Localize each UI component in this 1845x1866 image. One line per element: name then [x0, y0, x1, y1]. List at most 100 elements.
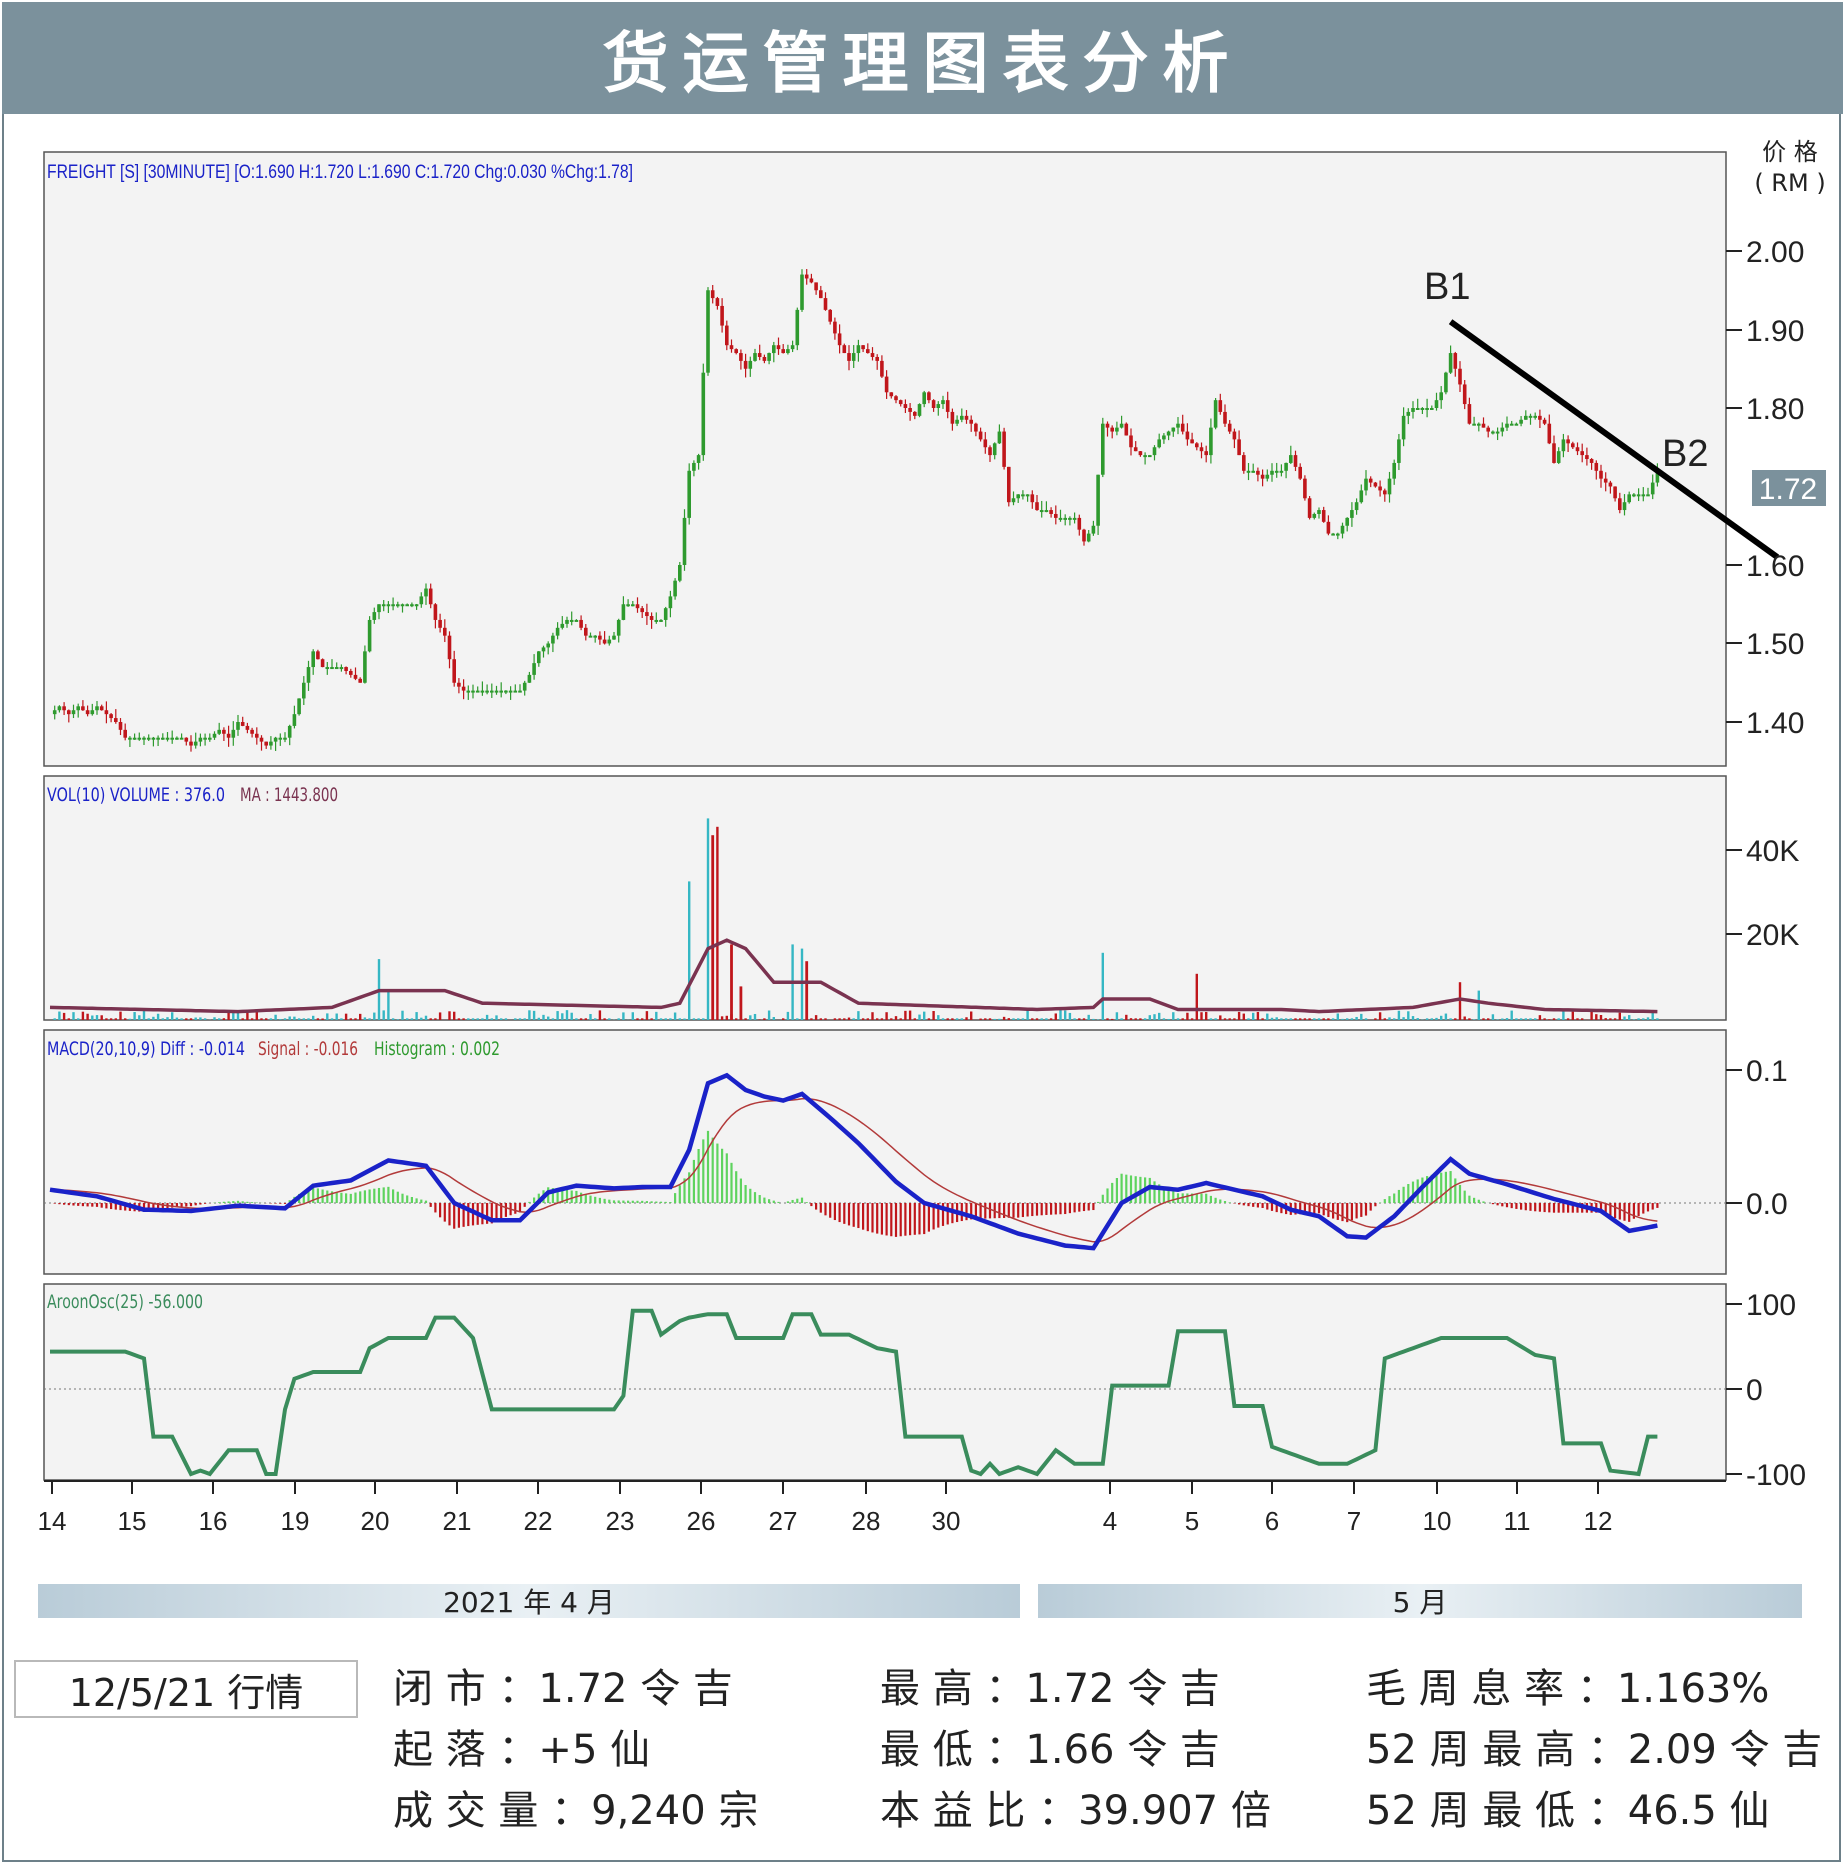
candle-body [1091, 525, 1096, 534]
annotation-b1: B1 [1424, 266, 1470, 308]
volume-bar [1049, 1018, 1053, 1020]
volume-bar [316, 1018, 320, 1020]
stat-dividend-yield: 毛 周 息 率 ：1.163% [1366, 1666, 1770, 1712]
volume-bar [1237, 1011, 1241, 1020]
volume-bar [598, 1010, 602, 1020]
volume-bar [1322, 1018, 1325, 1020]
volume-bar [81, 1011, 85, 1020]
volume-bar [885, 1012, 888, 1020]
candle-body [447, 635, 452, 660]
volume-bar [1139, 1018, 1142, 1020]
candle-body [682, 517, 687, 565]
x-tick-label: 30 [932, 1506, 961, 1536]
volume-bar [1637, 1018, 1640, 1020]
candle-body [1030, 494, 1035, 503]
x-tick-label: 23 [606, 1506, 635, 1536]
volume-bar [547, 1016, 550, 1020]
volume-bar [1482, 1018, 1485, 1020]
candle-body [1110, 427, 1114, 432]
volume-bar [1571, 1011, 1574, 1020]
volume-bar [424, 1015, 428, 1020]
candle-body [847, 353, 851, 361]
volume-bar [307, 1018, 310, 1020]
stat-low: 最 低 ：1.66 令 吉 [880, 1727, 1220, 1773]
volume-bar [664, 1018, 667, 1020]
volume-bar [1317, 1018, 1321, 1020]
candle-body [1096, 474, 1100, 526]
volume-bar [500, 1018, 503, 1020]
candle-body [1086, 533, 1091, 542]
candle-body [165, 737, 170, 740]
volume-bar [1487, 1018, 1490, 1020]
volume-bar [847, 1017, 851, 1020]
candle-body [602, 639, 607, 644]
volume-bar [194, 1017, 197, 1020]
volume-bar [1327, 1018, 1330, 1020]
candle-body [410, 604, 414, 607]
candle-body [198, 737, 203, 742]
volume-bar [937, 1015, 940, 1020]
candle-body [1054, 513, 1058, 518]
candle-body [353, 674, 358, 679]
volume-bar [1515, 1018, 1518, 1020]
volume-bar [344, 1013, 348, 1020]
volume-bar [283, 1018, 287, 1020]
x-tick-label: 16 [199, 1506, 228, 1536]
volume-bar [1346, 1018, 1349, 1020]
volume-bar [786, 1011, 790, 1020]
volume-bar [697, 1018, 700, 1020]
volume-bar [1214, 1018, 1217, 1020]
candle-body [870, 353, 875, 357]
volume-bar [100, 1015, 103, 1020]
volume-bar [1200, 1012, 1203, 1020]
candle-body [640, 608, 644, 613]
volume-bar [119, 1011, 122, 1020]
candle-body [339, 667, 344, 670]
volume-bar [782, 1018, 785, 1020]
volume-bar [561, 1013, 564, 1020]
volume-bar [1458, 982, 1462, 1020]
candle-body [189, 741, 193, 746]
volume-bar [1378, 1012, 1382, 1020]
volume-bar [819, 1018, 822, 1020]
candle-body [898, 400, 903, 405]
volume-bar [438, 1012, 442, 1020]
candle-body [391, 604, 395, 607]
volume-bar [899, 1018, 902, 1020]
volume-bar [1172, 1012, 1175, 1020]
candle-body [123, 729, 127, 738]
volume-bar [1646, 1017, 1650, 1020]
candle-body [950, 411, 955, 424]
candle-body [762, 356, 767, 361]
x-tick-label: 7 [1347, 1506, 1361, 1536]
candle-body [631, 604, 635, 607]
volume-bar [406, 1018, 409, 1020]
candle-body [264, 741, 268, 746]
candle-body [513, 690, 518, 693]
volume-bar [387, 990, 390, 1020]
x-tick-label: 27 [769, 1506, 798, 1536]
candle-body [1119, 423, 1124, 428]
candle-body [537, 651, 541, 664]
candle-body [1599, 470, 1603, 479]
volume-bar [1087, 1014, 1090, 1020]
candle-body [292, 714, 297, 726]
candle-body [306, 667, 311, 683]
volume-bar [683, 1018, 686, 1020]
candle-body [344, 667, 348, 671]
volume-bar [1524, 1018, 1527, 1020]
candle-body [1331, 533, 1335, 536]
candle-body [457, 682, 461, 687]
volume-bar [1280, 1018, 1283, 1020]
chart-area: FREIGHT [S] [30MINUTE] [O:1.690 H:1.720 … [38, 138, 1826, 1536]
volume-bar [1534, 1018, 1537, 1020]
candle-body [128, 737, 132, 740]
volume-bar [415, 1012, 418, 1020]
volume-bar [293, 1016, 296, 1020]
volume-bar [617, 1018, 620, 1020]
volume-bar [410, 1018, 414, 1020]
candle-body [941, 400, 945, 405]
candle-body [1505, 423, 1509, 428]
candle-body [1594, 462, 1599, 471]
candle-body [1204, 451, 1208, 456]
